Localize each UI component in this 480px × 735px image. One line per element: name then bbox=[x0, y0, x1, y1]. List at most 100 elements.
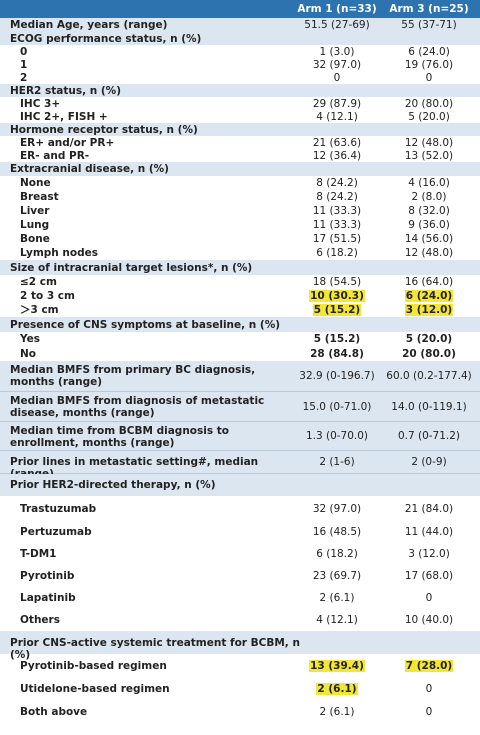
arm1-value: 28 (84.8) bbox=[310, 347, 364, 360]
arm1-value: 51.5 (27-69) bbox=[304, 19, 370, 31]
arm3-value: 4 (16.0) bbox=[408, 177, 450, 189]
row-label: T-DM1 bbox=[20, 548, 57, 560]
arm3-value: 12 (48.0) bbox=[404, 247, 454, 259]
arm3-value: 2 (8.0) bbox=[411, 191, 447, 203]
table-row: Size of intracranial target lesions*, n … bbox=[0, 260, 480, 275]
arm3-value: 0 bbox=[425, 706, 433, 718]
table-row: Prior lines in metastatic setting#, medi… bbox=[0, 451, 480, 480]
row-label: Median BMFS from diagnosis of metastatic… bbox=[10, 395, 265, 419]
row-label: 1 bbox=[20, 58, 28, 71]
arm3-value: 19 (76.0) bbox=[404, 58, 454, 71]
arm3-value: 5 (20.0) bbox=[405, 333, 453, 345]
row-label: Extracranial disease, n (%) bbox=[10, 163, 169, 175]
arm3-value: 8 (32.0) bbox=[408, 205, 450, 217]
arm1-value: 10 (30.3) bbox=[309, 290, 365, 302]
row-label: IHC 2+, FISH + bbox=[20, 110, 108, 123]
row-label: 2 to 3 cm bbox=[20, 290, 75, 302]
row-label: 2 bbox=[20, 71, 28, 84]
arm1-value: 2 (1-6) bbox=[319, 456, 355, 468]
row-label: ECOG performance status, n (%) bbox=[10, 32, 202, 45]
arm1-value: 11 (33.3) bbox=[312, 219, 362, 231]
arm1-value: 4 (12.1) bbox=[316, 614, 358, 626]
row-label: Others bbox=[20, 614, 60, 626]
arm1-value: 32 (97.0) bbox=[312, 58, 362, 71]
table-row: Trastuzumab 32 (97.0) 21 (84.0) bbox=[0, 496, 480, 521]
arm3-header: Arm 3 (n=25) bbox=[389, 3, 469, 15]
arm1-value: 6 (18.2) bbox=[316, 548, 358, 560]
table-row: Both above 2 (6.1) 0 bbox=[0, 700, 480, 724]
arm3-value: 14.0 (0-119.1) bbox=[391, 400, 467, 413]
arm3-value: 10 (40.0) bbox=[404, 614, 454, 626]
arm3-value: 21 (84.0) bbox=[404, 502, 454, 515]
row-label: ≤2 cm bbox=[20, 276, 57, 288]
row-label: Pyrotinib bbox=[20, 570, 75, 582]
arm1-value: 6 (18.2) bbox=[316, 247, 358, 259]
arm1-value: 2 (6.1) bbox=[319, 706, 355, 718]
arm3-value: 12 (48.0) bbox=[404, 136, 454, 149]
arm3-value: 20 (80.0) bbox=[402, 347, 456, 360]
table-row: Utidelone-based regimen 2 (6.1) 0 bbox=[0, 677, 480, 700]
table-row: Breast 8 (24.2) 2 (8.0) bbox=[0, 190, 480, 204]
table-row: Median BMFS from diagnosis of metastatic… bbox=[0, 392, 480, 422]
arm1-value: 32 (97.0) bbox=[312, 502, 362, 515]
table-row: ECOG performance status, n (%) bbox=[0, 32, 480, 45]
arm1-value: 1 (3.0) bbox=[319, 45, 355, 58]
table-row: Prior HER2-directed therapy, n (%) bbox=[0, 474, 480, 496]
table-row: ＞3 cm 5 (15.2) 3 (12.0) bbox=[0, 303, 480, 317]
arm3-value: 9 (36.0) bbox=[408, 219, 450, 231]
arm1-value: 12 (36.4) bbox=[312, 149, 362, 162]
arm1-value: 15.0 (0-71.0) bbox=[302, 400, 372, 413]
table-row: No 28 (84.8) 20 (80.0) bbox=[0, 346, 480, 361]
row-label: ER+ and/or PR+ bbox=[20, 136, 115, 149]
table-row: 2 0 0 bbox=[0, 71, 480, 84]
table-row: Pyrotinib-based regimen 13 (39.4) 7 (28.0) bbox=[0, 654, 480, 677]
row-label: HER2 status, n (%) bbox=[10, 84, 121, 97]
row-label: Median time from BCBM diagnosis to enrol… bbox=[10, 425, 230, 449]
row-label: Size of intracranial target lesions*, n … bbox=[10, 261, 253, 274]
row-label: Bone bbox=[20, 233, 50, 245]
arm3-value: 17 (68.0) bbox=[404, 570, 454, 582]
arm1-value: 17 (51.5) bbox=[312, 233, 362, 245]
table-row: Extracranial disease, n (%) bbox=[0, 162, 480, 176]
arm1-value: 8 (24.2) bbox=[316, 177, 358, 189]
arm3-value: 0.7 (0-71.2) bbox=[397, 430, 461, 442]
table-row: Lung 11 (33.3) 9 (36.0) bbox=[0, 218, 480, 232]
arm1-value: 23 (69.7) bbox=[312, 570, 362, 582]
table-row: Lapatinib 2 (6.1) 0 bbox=[0, 587, 480, 609]
arm3-value: 13 (52.0) bbox=[404, 149, 454, 162]
row-label: Pyrotinib-based regimen bbox=[20, 659, 167, 672]
row-label: Utidelone-based regimen bbox=[20, 682, 170, 695]
arm3-value: 60.0 (0.2-177.4) bbox=[386, 370, 472, 382]
table-row: 1 32 (97.0) 19 (76.0) bbox=[0, 58, 480, 71]
table-row: Pyrotinib 23 (69.7) 17 (68.0) bbox=[0, 565, 480, 587]
row-label: 0 bbox=[20, 45, 28, 58]
row-label: None bbox=[20, 177, 51, 189]
arm3-value: 0 bbox=[425, 682, 433, 695]
row-label: ＞3 cm bbox=[20, 304, 59, 316]
row-label: Hormone receptor status, n (%) bbox=[10, 123, 198, 136]
arm3-value: 20 (80.0) bbox=[404, 97, 454, 110]
row-label: Prior HER2-directed therapy, n (%) bbox=[10, 479, 216, 491]
arm1-value: 29 (87.9) bbox=[312, 97, 362, 110]
arm1-value: 13 (39.4) bbox=[309, 659, 365, 672]
row-label: Breast bbox=[20, 191, 59, 203]
arm3-value: 14 (56.0) bbox=[404, 233, 454, 245]
row-label: Lymph nodes bbox=[20, 247, 98, 259]
arm3-value: 0 bbox=[425, 71, 433, 84]
table-row: ≤2 cm 18 (54.5) 16 (64.0) bbox=[0, 275, 480, 289]
table-row: 2 to 3 cm 10 (30.3) 6 (24.0) bbox=[0, 289, 480, 303]
arm3-value: 3 (12.0) bbox=[404, 304, 454, 316]
row-label: Lung bbox=[20, 219, 50, 231]
arm1-value: 18 (54.5) bbox=[312, 276, 362, 288]
table-row: Median time from BCBM diagnosis to enrol… bbox=[0, 422, 480, 451]
row-label: Trastuzumab bbox=[20, 502, 97, 515]
row-label: Median Age, years (range) bbox=[10, 19, 168, 31]
arm1-value: 32.9 (0-196.7) bbox=[299, 370, 375, 382]
row-label: Liver bbox=[20, 205, 50, 217]
table-row: ER+ and/or PR+ 21 (63.6) 12 (48.0) bbox=[0, 136, 480, 149]
row-label: ER- and PR- bbox=[20, 149, 90, 162]
table-body: Median Age, years (range) 51.5 (27-69) 55 … bbox=[0, 18, 480, 724]
table-row: HER2 status, n (%) bbox=[0, 84, 480, 97]
row-label: Both above bbox=[20, 706, 88, 718]
